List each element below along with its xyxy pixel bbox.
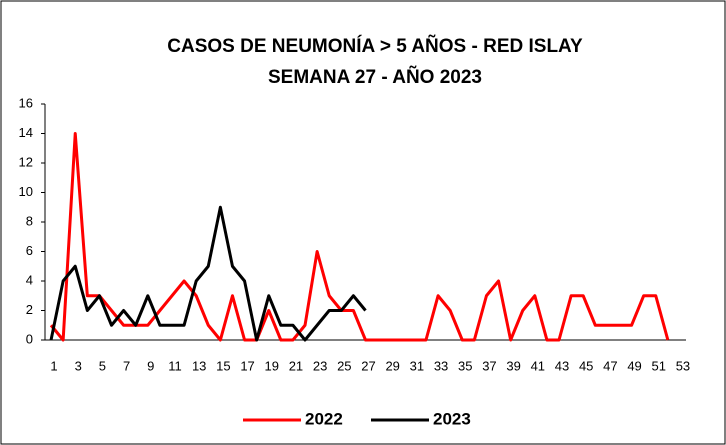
x-tick-label: 53 [676,358,690,373]
x-tick-label: 35 [458,358,472,373]
x-tick-label: 49 [627,358,641,373]
x-tick-label: 11 [168,358,182,373]
x-tick-label: 31 [410,358,424,373]
x-tick-label: 33 [434,358,448,373]
y-tick-label: 6 [26,243,33,258]
chart-subtitle: SEMANA 27 - AÑO 2023 [268,66,482,88]
x-tick-label: 13 [192,358,206,373]
x-tick-label: 5 [99,358,106,373]
x-tick-label: 45 [579,358,593,373]
x-tick-label: 27 [361,358,375,373]
y-tick-label: 16 [19,95,33,110]
x-tick-label: 15 [216,358,230,373]
x-tick-label: 3 [75,358,82,373]
chart-title: CASOS DE NEUMONÍA > 5 AÑOS - RED ISLAY [167,35,583,57]
y-tick-label: 2 [26,302,33,317]
legend-label: 2023 [433,409,471,428]
y-tick-label: 0 [26,331,33,346]
x-tick-label: 1 [50,358,57,373]
x-tick-label: 19 [265,358,279,373]
x-tick-label: 25 [337,358,351,373]
series-line [49,205,367,342]
x-tick-label: 23 [313,358,327,373]
x-tick-label: 29 [385,358,399,373]
y-tick-label: 10 [19,184,33,199]
x-tick-label: 51 [652,358,666,373]
y-tick-label: 12 [19,154,33,169]
legend-label: 2022 [305,409,343,428]
x-tick-label: 43 [555,358,569,373]
x-tick-label: 41 [531,358,545,373]
x-tick-label: 7 [123,358,130,373]
x-tick-label: 37 [482,358,496,373]
x-tick-label: 21 [289,358,303,373]
series-line [49,132,670,342]
x-tick-label: 39 [506,358,520,373]
y-tick-label: 14 [19,125,33,140]
y-tick-label: 8 [26,213,33,228]
y-tick-label: 4 [26,272,33,287]
x-tick-label: 47 [603,358,617,373]
x-tick-label: 9 [147,358,154,373]
x-tick-label: 17 [240,358,254,373]
